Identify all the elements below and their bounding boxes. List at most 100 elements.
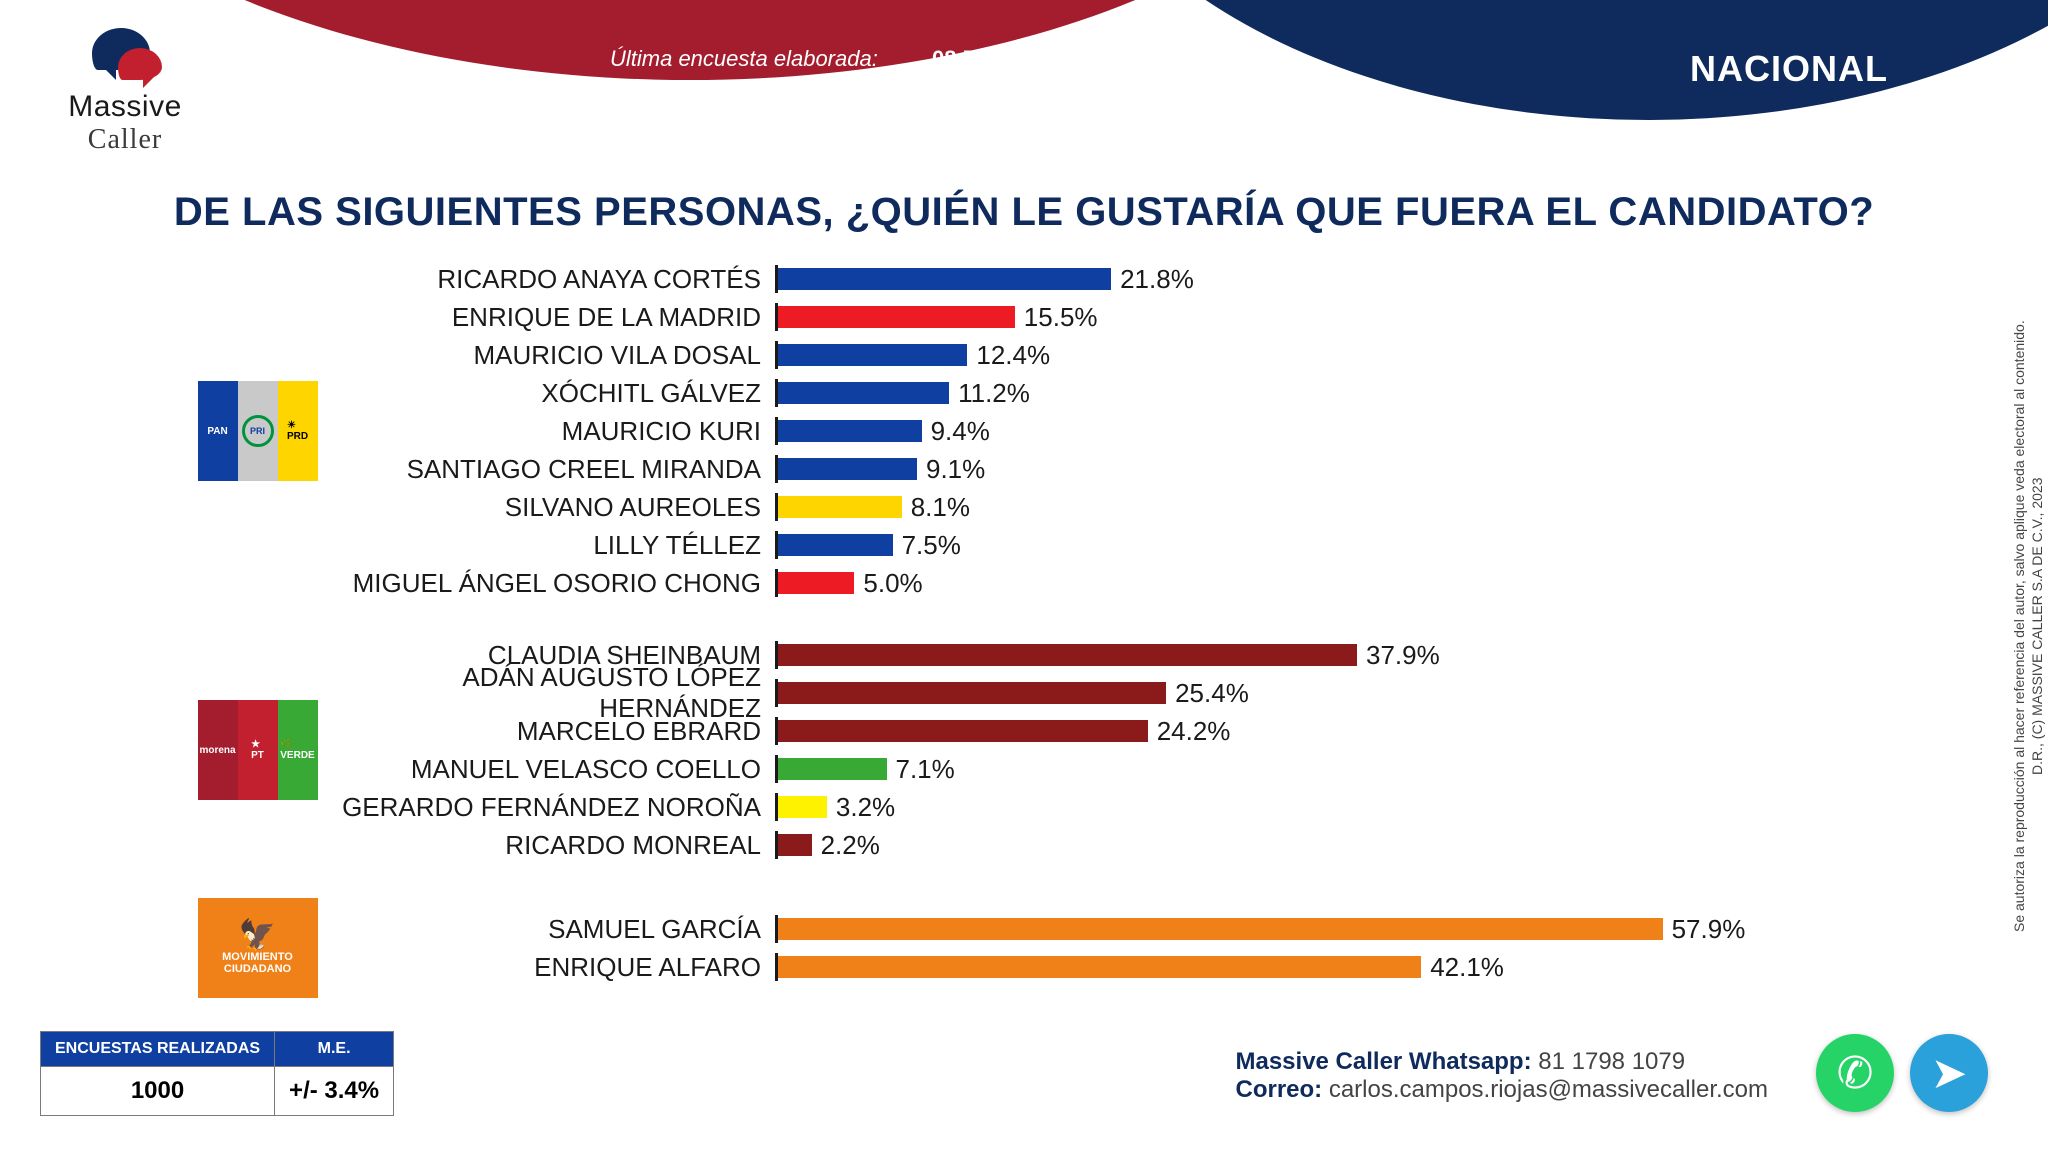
whatsapp-label: Massive Caller Whatsapp: — [1235, 1048, 1531, 1075]
bar-row: MIGUEL ÁNGEL OSORIO CHONG 5.0% — [320, 564, 1895, 602]
candidate-label: SANTIAGO CREEL MIRANDA — [320, 454, 775, 485]
bar-row: LILLY TÉLLEZ 7.5% — [320, 526, 1895, 564]
sample-col1-header: ENCUESTAS REALIZADAS — [41, 1032, 275, 1067]
bar-value: 5.0% — [851, 569, 922, 597]
bar-axis: 7.1% — [775, 755, 1875, 783]
bar-row: ADÁN AUGUSTO LÓPEZ HERNÁNDEZ25.4% — [320, 674, 1895, 712]
bar — [778, 956, 1421, 978]
bar-row: SANTIAGO CREEL MIRANDA 9.1% — [320, 450, 1895, 488]
question-title: DE LAS SIGUIENTES PERSONAS, ¿QUIÉN LE GU… — [0, 190, 2048, 235]
bar-axis: 15.5% — [775, 303, 1875, 331]
brand-logo: Massive Caller — [40, 20, 210, 156]
brand-name-2: Caller — [40, 124, 210, 156]
bar-row: ENRIQUE DE LA MADRID15.5% — [320, 298, 1895, 336]
bar-value: 8.1% — [899, 493, 970, 521]
candidate-label: RICARDO ANAYA CORTÉS — [320, 264, 775, 295]
bar — [778, 918, 1663, 940]
social-icons: ✆ ➤ — [1816, 1034, 1988, 1112]
bar-axis: 37.9% — [775, 641, 1875, 669]
bar-value: 15.5% — [1012, 303, 1098, 331]
header-arc-blue — [1048, 0, 2048, 120]
candidate-label: MARCELO EBRARD — [320, 716, 775, 747]
bar — [778, 458, 917, 480]
bar — [778, 796, 827, 818]
survey-date-label: Última encuesta elaborada: — [610, 46, 878, 72]
bar-axis: 24.2% — [775, 717, 1875, 745]
candidate-label: RICARDO MONREAL — [320, 830, 775, 861]
bar-value: 12.4% — [964, 341, 1050, 369]
chart-group-frente: PANPRI☀PRDRICARDO ANAYA CORTÉS21.8%ENRIQ… — [195, 260, 1895, 602]
whatsapp-icon[interactable]: ✆ — [1816, 1034, 1894, 1112]
candidate-label: MANUEL VELASCO COELLO — [320, 754, 775, 785]
brand-name-1: Massive — [40, 90, 210, 124]
bar-row: RICARDO MONREAL 2.2% — [320, 826, 1895, 864]
bar-axis: 9.4% — [775, 417, 1875, 445]
candidate-label: GERARDO FERNÁNDEZ NOROÑA — [320, 792, 775, 823]
bar-value: 37.9% — [1354, 641, 1440, 669]
bar-value: 9.4% — [919, 417, 990, 445]
bar-axis: 21.8% — [775, 265, 1875, 293]
bar-row: XÓCHITL GÁLVEZ 11.2% — [320, 374, 1895, 412]
bar-axis: 7.5% — [775, 531, 1875, 559]
bar-axis: 9.1% — [775, 455, 1875, 483]
bar — [778, 344, 967, 366]
bar-row: MAURICIO KURI 9.4% — [320, 412, 1895, 450]
bar — [778, 720, 1148, 742]
bar — [778, 644, 1357, 666]
bar-axis: 11.2% — [775, 379, 1875, 407]
candidate-label: XÓCHITL GÁLVEZ — [320, 378, 775, 409]
candidate-bar-chart: PANPRI☀PRDRICARDO ANAYA CORTÉS21.8%ENRIQ… — [195, 260, 1895, 998]
logo-bubble-icon — [118, 48, 162, 80]
bar-axis: 5.0% — [775, 569, 1875, 597]
bar-value: 42.1% — [1418, 953, 1504, 981]
sample-n: 1000 — [41, 1067, 275, 1116]
bar — [778, 682, 1166, 704]
bar-row: MANUEL VELASCO COELLO 7.1% — [320, 750, 1895, 788]
candidate-label: MAURICIO VILA DOSAL — [320, 340, 775, 371]
bar-value: 7.1% — [884, 755, 955, 783]
candidate-label: MIGUEL ÁNGEL OSORIO CHONG — [320, 568, 775, 599]
candidate-label: LILLY TÉLLEZ — [320, 530, 775, 561]
bar-axis: 25.4% — [775, 679, 1875, 707]
sample-moe: +/- 3.4% — [275, 1067, 394, 1116]
bar-axis: 42.1% — [775, 953, 1875, 981]
alliance-logo-mc: 🦅MOVIMIENTOCIUDADANO — [195, 898, 320, 998]
bar — [778, 834, 812, 856]
bar-value: 11.2% — [946, 379, 1030, 407]
bar-row: MAURICIO VILA DOSAL 12.4% — [320, 336, 1895, 374]
bar-row: MARCELO EBRARD 24.2% — [320, 712, 1895, 750]
sample-col2-header: M.E. — [275, 1032, 394, 1067]
bar-row: SAMUEL GARCÍA 57.9% — [320, 910, 1895, 948]
bar-value: 21.8% — [1108, 265, 1194, 293]
bar-value: 2.2% — [809, 831, 880, 859]
candidate-label: MAURICIO KURI — [320, 416, 775, 447]
bar-row: RICARDO ANAYA CORTÉS 21.8% — [320, 260, 1895, 298]
bar-row: ENRIQUE ALFARO 42.1% — [320, 948, 1895, 986]
candidate-label: ENRIQUE ALFARO — [320, 952, 775, 983]
chart-group-morena: morena★PT🌿VERDECLAUDIA SHEINBAUM37.9%ADÁ… — [195, 636, 1895, 864]
bar-value: 3.2% — [824, 793, 895, 821]
bar-value: 9.1% — [914, 455, 985, 483]
bar-axis: 57.9% — [775, 915, 1875, 943]
sample-table: ENCUESTAS REALIZADAS M.E. 1000 +/- 3.4% — [40, 1031, 394, 1116]
bar-row: GERARDO FERNÁNDEZ NOROÑA 3.2% — [320, 788, 1895, 826]
bar-value: 24.2% — [1145, 717, 1231, 745]
bar — [778, 534, 893, 556]
bar — [778, 382, 949, 404]
alliance-logo-morena: morena★PT🌿VERDE — [195, 700, 320, 800]
bar — [778, 420, 922, 442]
bar-value: 57.9% — [1660, 915, 1746, 943]
candidate-label: SAMUEL GARCÍA — [320, 914, 775, 945]
region-label: NACIONAL — [1690, 48, 1888, 90]
telegram-icon[interactable]: ➤ — [1910, 1034, 1988, 1112]
email-label: Correo: — [1235, 1076, 1322, 1103]
bar — [778, 306, 1015, 328]
bar-value: 7.5% — [890, 531, 961, 559]
bar — [778, 758, 887, 780]
bar-axis: 12.4% — [775, 341, 1875, 369]
bar-axis: 8.1% — [775, 493, 1875, 521]
bar-row: SILVANO AUREOLES 8.1% — [320, 488, 1895, 526]
candidate-label: SILVANO AUREOLES — [320, 492, 775, 523]
bar-axis: 3.2% — [775, 793, 1875, 821]
copyright-text: Se autoriza la reproducción al hacer ref… — [2010, 200, 2030, 1052]
